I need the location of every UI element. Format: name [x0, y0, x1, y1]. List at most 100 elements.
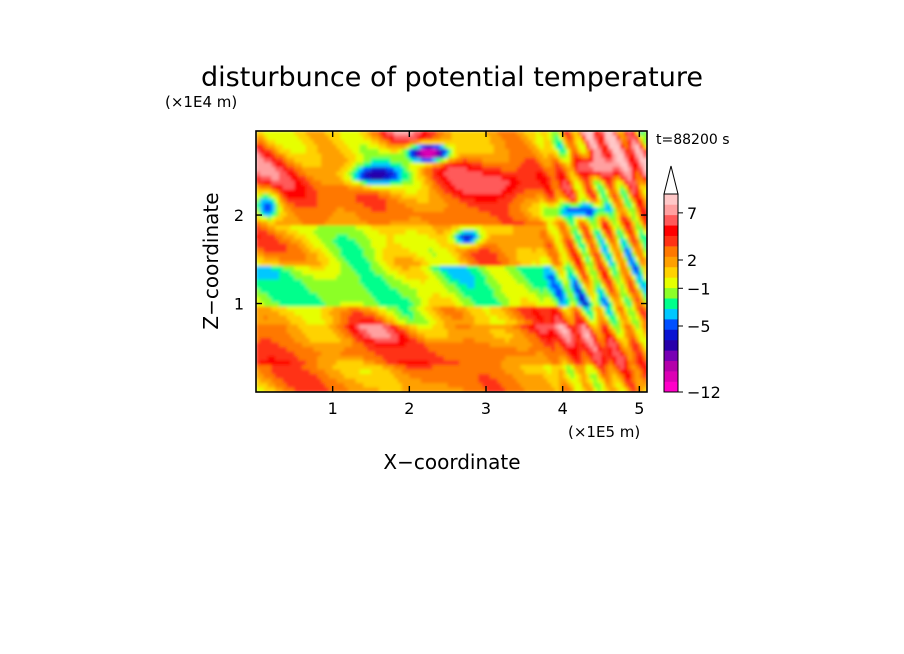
- field-cell: [305, 131, 311, 137]
- field-cell: [271, 167, 276, 173]
- field-cell: [405, 324, 410, 330]
- field-cell: [313, 243, 318, 249]
- field-cell: [420, 216, 426, 222]
- field-cell: [539, 306, 545, 312]
- field-cell: [620, 212, 625, 218]
- field-cell: [562, 248, 568, 254]
- field-cell: [493, 320, 499, 326]
- field-cell: [420, 297, 426, 303]
- field-cell: [401, 189, 407, 195]
- field-cell: [348, 230, 353, 236]
- field-cell: [581, 149, 587, 155]
- field-cell: [325, 216, 330, 222]
- field-cell: [570, 306, 575, 312]
- field-cell: [643, 158, 647, 164]
- field-cell: [256, 333, 261, 339]
- field-cell: [535, 320, 541, 326]
- field-cell: [294, 194, 299, 200]
- field-cell: [436, 234, 441, 240]
- field-cell: [355, 216, 361, 222]
- field-cell: [282, 167, 288, 173]
- field-cell: [455, 315, 460, 321]
- field-cell: [601, 149, 606, 155]
- field-cell: [256, 275, 261, 281]
- field-cell: [524, 338, 529, 344]
- field-cell: [612, 302, 617, 308]
- field-cell: [624, 158, 629, 164]
- field-cell: [589, 306, 594, 312]
- field-cell: [259, 288, 265, 294]
- field-cell: [432, 243, 437, 249]
- field-cell: [305, 180, 311, 186]
- field-cell: [520, 203, 525, 209]
- field-cell: [351, 243, 357, 249]
- field-cell: [520, 180, 525, 186]
- field-cell: [290, 329, 295, 335]
- field-cell: [562, 180, 568, 186]
- field-cell: [344, 234, 349, 240]
- field-cell: [401, 135, 407, 141]
- field-cell: [409, 230, 414, 236]
- field-cell: [294, 203, 299, 209]
- field-cell: [466, 252, 472, 258]
- field-cell: [420, 338, 426, 344]
- field-cell: [535, 180, 541, 186]
- field-cell: [493, 162, 499, 168]
- field-cell: [305, 230, 311, 236]
- field-cell: [374, 243, 380, 249]
- field-cell: [643, 284, 647, 290]
- field-cell: [275, 198, 280, 204]
- field-cell: [428, 162, 433, 168]
- field-cell: [325, 176, 330, 182]
- field-cell: [593, 315, 598, 321]
- field-cell: [271, 225, 276, 231]
- field-cell: [290, 198, 295, 204]
- field-cell: [420, 167, 426, 173]
- field-cell: [509, 239, 514, 245]
- field-cell: [489, 243, 495, 249]
- field-cell: [382, 252, 387, 258]
- field-cell: [524, 221, 529, 227]
- field-cell: [608, 248, 614, 254]
- field-cell: [524, 234, 529, 240]
- field-cell: [309, 221, 315, 227]
- field-cell: [470, 212, 476, 218]
- field-cell: [482, 153, 487, 159]
- field-cell: [585, 153, 591, 159]
- field-cell: [455, 131, 460, 137]
- chart-title: disturbunce of potential temperature: [201, 62, 703, 93]
- field-cell: [451, 185, 456, 191]
- field-cell: [562, 198, 568, 204]
- field-cell: [298, 171, 303, 177]
- field-cell: [313, 153, 318, 159]
- field-cell: [332, 311, 338, 317]
- field-cell: [359, 270, 364, 276]
- field-cell: [313, 149, 318, 155]
- field-cell: [562, 153, 568, 159]
- field-cell: [340, 198, 345, 204]
- field-cell: [455, 329, 460, 335]
- field-cell: [267, 324, 272, 330]
- field-cell: [367, 320, 372, 326]
- field-cell: [459, 284, 464, 290]
- field-cell: [620, 149, 625, 155]
- field-cell: [635, 131, 640, 137]
- field-cell: [581, 221, 587, 227]
- field-cell: [455, 212, 460, 218]
- field-cell: [528, 252, 533, 258]
- field-cell: [340, 216, 345, 222]
- field-cell: [325, 297, 330, 303]
- field-cell: [440, 338, 445, 344]
- field-cell: [340, 252, 345, 258]
- field-cell: [551, 153, 556, 159]
- field-cell: [597, 135, 602, 141]
- field-cell: [451, 315, 456, 321]
- field-cell: [451, 216, 456, 222]
- field-cell: [566, 288, 571, 294]
- field-cell: [512, 315, 518, 321]
- field-cell: [639, 293, 644, 299]
- field-cell: [616, 144, 621, 150]
- field-cell: [359, 252, 364, 258]
- field-cell: [259, 189, 265, 195]
- field-cell: [424, 180, 430, 186]
